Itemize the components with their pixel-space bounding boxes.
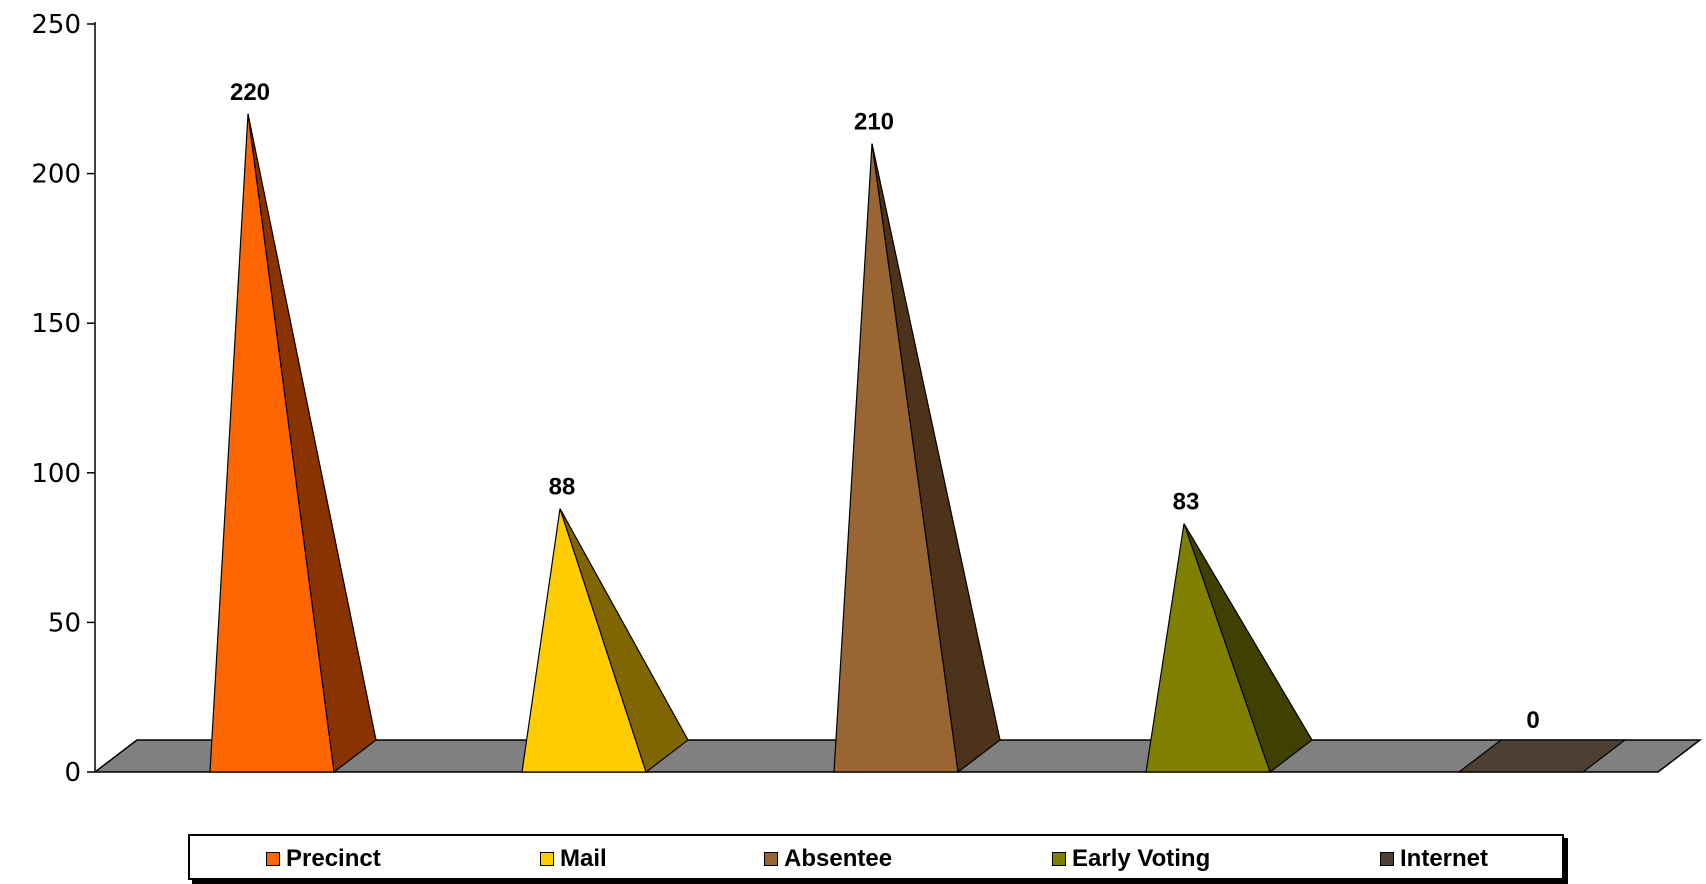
legend-label-absentee: Absentee [784, 845, 893, 872]
legend-item-internet: Internet [1380, 845, 1488, 873]
legend-swatch-precinct [266, 852, 280, 866]
legend-swatch-early-voting [1052, 852, 1066, 866]
bar-absentee [833, 143, 959, 773]
legend-item-precinct: Precinct [266, 845, 381, 873]
y-tick-label: 0 [64, 758, 81, 788]
data-label-mail: 88 [549, 474, 576, 501]
bars [209, 113, 1627, 774]
bar-mail [521, 508, 647, 773]
y-tick-label: 150 [31, 309, 81, 339]
legend-swatch-mail [540, 852, 554, 866]
legend-label-internet: Internet [1400, 845, 1489, 872]
legend-swatch-absentee [764, 852, 778, 866]
y-axis: 0 50 100 150 200 250 [31, 10, 96, 788]
y-tick-label: 50 [48, 608, 81, 638]
data-label-precinct: 220 [230, 79, 270, 106]
data-label-early-voting: 83 [1173, 489, 1200, 516]
data-label-internet: 0 [1526, 707, 1539, 734]
legend-label-precinct: Precinct [286, 845, 381, 872]
y-tick-label: 100 [31, 459, 81, 489]
legend-label-mail: Mail [560, 845, 607, 872]
bar-early-voting [1145, 523, 1271, 773]
chart-legend: Precinct Mail Absentee Early Voting Inte… [188, 834, 1564, 880]
legend-swatch-internet [1380, 852, 1394, 866]
bar-precinct [209, 113, 335, 773]
data-label-absentee: 210 [854, 109, 894, 136]
legend-label-early-voting: Early Voting [1072, 845, 1211, 872]
y-tick-label: 250 [31, 10, 81, 40]
bar-internet [1457, 739, 1627, 773]
legend-item-early-voting: Early Voting [1052, 845, 1210, 873]
legend-item-absentee: Absentee [764, 845, 892, 873]
y-tick-label: 200 [31, 160, 81, 190]
legend-item-mail: Mail [540, 845, 607, 873]
data-labels: 220 88 210 83 0 [230, 79, 1540, 734]
